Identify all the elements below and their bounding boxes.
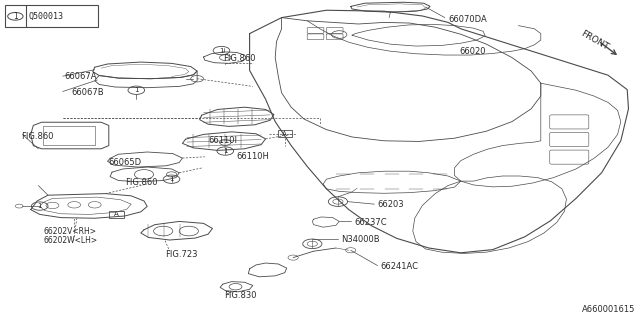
Text: 66202W<LH>: 66202W<LH> bbox=[44, 236, 98, 245]
Text: FIG.860: FIG.860 bbox=[125, 178, 157, 187]
Text: 66020: 66020 bbox=[460, 47, 486, 56]
Text: 1: 1 bbox=[13, 12, 18, 21]
Text: FIG.860: FIG.860 bbox=[21, 132, 54, 140]
Text: 1: 1 bbox=[169, 176, 174, 182]
Text: 66067A: 66067A bbox=[64, 72, 97, 81]
Text: 1: 1 bbox=[219, 48, 224, 53]
Text: A660001615: A660001615 bbox=[582, 305, 635, 314]
Text: 66070DA: 66070DA bbox=[448, 15, 487, 24]
Text: FIG.830: FIG.830 bbox=[224, 291, 257, 300]
Text: A: A bbox=[282, 131, 287, 137]
Text: 66067B: 66067B bbox=[72, 88, 104, 97]
Bar bbox=[5, 5, 98, 27]
Text: 1: 1 bbox=[223, 148, 228, 154]
Text: Q500013: Q500013 bbox=[29, 12, 64, 21]
Text: FIG.860: FIG.860 bbox=[223, 54, 255, 63]
Text: 66237C: 66237C bbox=[354, 218, 387, 227]
Text: 1: 1 bbox=[134, 87, 139, 93]
Text: 1: 1 bbox=[37, 203, 42, 209]
Text: 66202V<RH>: 66202V<RH> bbox=[44, 227, 97, 236]
Bar bbox=[278, 130, 292, 137]
Text: FIG.723: FIG.723 bbox=[165, 250, 198, 259]
Bar bbox=[109, 211, 124, 218]
Text: N34000B: N34000B bbox=[341, 236, 380, 244]
Text: 66203: 66203 bbox=[378, 200, 404, 209]
Text: 66110I: 66110I bbox=[209, 136, 237, 145]
Text: FRONT: FRONT bbox=[579, 28, 610, 52]
Text: A: A bbox=[114, 212, 119, 217]
Text: 66065D: 66065D bbox=[109, 158, 142, 167]
Text: 66110H: 66110H bbox=[237, 152, 269, 161]
Text: 66241AC: 66241AC bbox=[381, 262, 419, 271]
